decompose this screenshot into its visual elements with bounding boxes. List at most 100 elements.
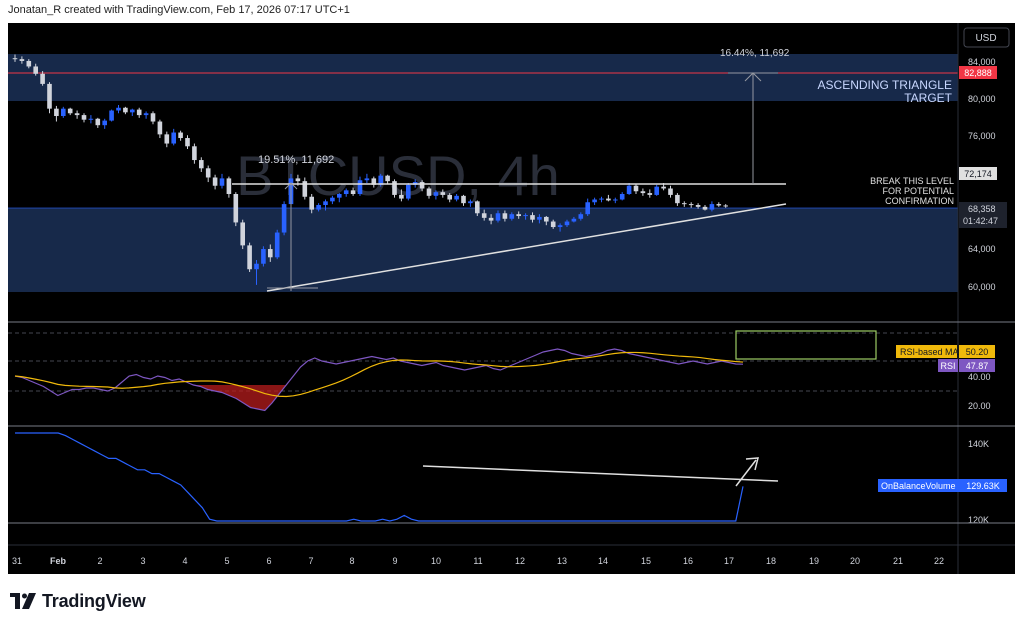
- candle-body[interactable]: [323, 201, 328, 206]
- candle-body[interactable]: [661, 186, 666, 189]
- candle-body[interactable]: [136, 109, 142, 116]
- candle-body[interactable]: [599, 198, 604, 200]
- candle-body[interactable]: [130, 109, 135, 113]
- candle-body[interactable]: [688, 204, 694, 206]
- time-axis[interactable]: 31 Feb 2 3 4 5 6 7 8 9 10 11 12 13 14 15 16 17 18 19 20 21 22: [12, 556, 944, 566]
- candle-body[interactable]: [378, 175, 383, 185]
- candle-body[interactable]: [164, 134, 170, 144]
- candle-body[interactable]: [316, 205, 321, 210]
- candle-body[interactable]: [530, 215, 535, 220]
- candle-body[interactable]: [268, 249, 273, 258]
- candle-body[interactable]: [392, 181, 397, 195]
- candle-body[interactable]: [40, 73, 45, 84]
- candle-body[interactable]: [12, 58, 18, 60]
- candle-body[interactable]: [695, 205, 701, 207]
- candle-body[interactable]: [219, 178, 225, 186]
- candle-body[interactable]: [150, 113, 156, 122]
- candle-body[interactable]: [67, 108, 73, 114]
- candle-body[interactable]: [426, 188, 432, 196]
- candle-body[interactable]: [54, 108, 59, 117]
- candle-body[interactable]: [626, 185, 632, 194]
- candle-body[interactable]: [205, 168, 211, 178]
- candle-body[interactable]: [350, 190, 356, 194]
- candle-body[interactable]: [488, 217, 494, 221]
- price-chart[interactable]: BTCUSD, 4h 19.51%, 11,692 16.44%, 11,692…: [8, 23, 1015, 574]
- candle-body[interactable]: [330, 197, 335, 202]
- candle-body[interactable]: [433, 192, 439, 196]
- candle-body[interactable]: [385, 175, 390, 182]
- candle-body[interactable]: [516, 214, 521, 217]
- candle-body[interactable]: [192, 146, 197, 161]
- currency-button[interactable]: [963, 27, 1010, 48]
- ascending-trendline[interactable]: [266, 203, 787, 292]
- candle-body[interactable]: [709, 204, 715, 210]
- candle-body[interactable]: [399, 194, 404, 199]
- candle-body[interactable]: [619, 193, 625, 200]
- candle-body[interactable]: [261, 249, 266, 264]
- candle-body[interactable]: [654, 186, 659, 195]
- candle-body[interactable]: [454, 195, 459, 200]
- candle-body[interactable]: [647, 193, 653, 195]
- candle-body[interactable]: [544, 216, 549, 222]
- obv-trendline[interactable]: [422, 465, 779, 482]
- candle-body[interactable]: [613, 199, 618, 201]
- candle-body[interactable]: [61, 108, 66, 117]
- candle-body[interactable]: [537, 216, 542, 220]
- candle-body[interactable]: [247, 245, 252, 270]
- candle-body[interactable]: [371, 178, 377, 185]
- candle-body[interactable]: [564, 221, 570, 226]
- candle-body[interactable]: [447, 194, 452, 200]
- candle-body[interactable]: [295, 178, 301, 182]
- candle-body[interactable]: [481, 213, 487, 218]
- candle-body[interactable]: [95, 118, 101, 126]
- candle-body[interactable]: [157, 121, 163, 135]
- candle-body[interactable]: [212, 177, 218, 186]
- candle-body[interactable]: [495, 213, 501, 221]
- candle-body[interactable]: [102, 120, 107, 126]
- candle-body[interactable]: [337, 193, 342, 198]
- candle-body[interactable]: [88, 118, 94, 120]
- candle-body[interactable]: [364, 178, 370, 181]
- tradingview-brand[interactable]: TradingView: [10, 588, 146, 614]
- candle-body[interactable]: [343, 190, 349, 194]
- candle-body[interactable]: [254, 263, 259, 270]
- candle-body[interactable]: [302, 181, 308, 197]
- candle-body[interactable]: [716, 204, 722, 206]
- candle-body[interactable]: [640, 191, 646, 194]
- candle-body[interactable]: [406, 184, 411, 199]
- candle-body[interactable]: [550, 221, 556, 228]
- candle-body[interactable]: [309, 196, 314, 210]
- candle-body[interactable]: [281, 204, 287, 233]
- candle-body[interactable]: [199, 160, 204, 169]
- candle-body[interactable]: [419, 182, 425, 189]
- candle-body[interactable]: [571, 218, 577, 222]
- candle-body[interactable]: [240, 222, 245, 246]
- candle-body[interactable]: [578, 214, 584, 219]
- candle-body[interactable]: [675, 194, 680, 204]
- candle-body[interactable]: [702, 206, 708, 210]
- candle-body[interactable]: [523, 215, 528, 217]
- candle-body[interactable]: [26, 60, 32, 67]
- candle-body[interactable]: [682, 203, 687, 205]
- rsi-highlight-box[interactable]: [735, 330, 877, 360]
- candle-body[interactable]: [47, 83, 52, 109]
- candle-body[interactable]: [585, 202, 590, 215]
- candle-body[interactable]: [502, 213, 508, 219]
- candle-body[interactable]: [668, 188, 673, 195]
- candle-body[interactable]: [81, 115, 87, 120]
- candle-body[interactable]: [109, 110, 114, 121]
- candle-body[interactable]: [461, 195, 466, 204]
- candle-body[interactable]: [143, 113, 149, 116]
- candle-body[interactable]: [233, 193, 239, 223]
- candle-body[interactable]: [633, 185, 639, 192]
- candle-body[interactable]: [723, 205, 728, 207]
- candle-body[interactable]: [123, 107, 128, 113]
- candle-body[interactable]: [468, 201, 473, 204]
- candle-body[interactable]: [475, 201, 480, 214]
- candle-body[interactable]: [116, 107, 121, 111]
- candle-body[interactable]: [557, 225, 563, 228]
- candle-body[interactable]: [171, 132, 176, 144]
- candle-body[interactable]: [592, 199, 597, 203]
- candle-body[interactable]: [74, 113, 80, 116]
- candle-body[interactable]: [185, 138, 190, 147]
